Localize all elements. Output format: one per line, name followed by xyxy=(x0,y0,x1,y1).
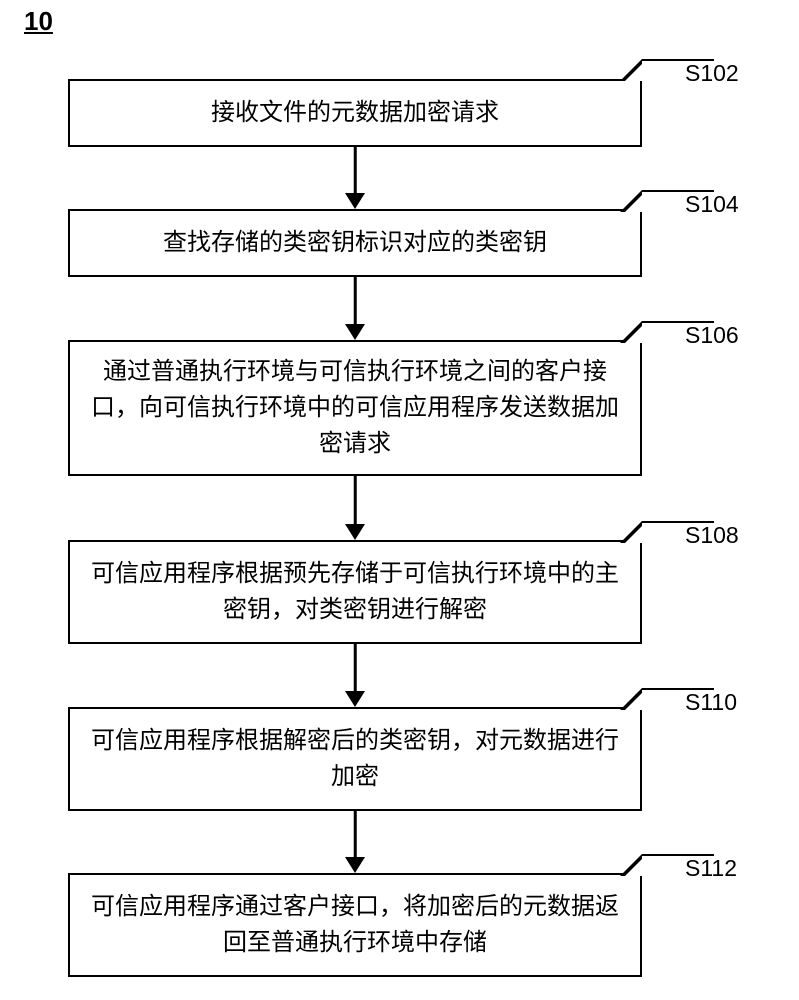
arrow-line-4 xyxy=(354,811,357,859)
arrow-line-0 xyxy=(354,147,357,195)
step-text: 可信应用程序通过客户接口，将加密后的元数据返回至普通执行环境中存储 xyxy=(82,889,628,961)
step-box-s102: 接收文件的元数据加密请求 xyxy=(68,79,642,147)
step-label-s104: S104 xyxy=(685,191,739,218)
step-text: 可信应用程序根据解密后的类密钥，对元数据进行加密 xyxy=(82,723,628,795)
step-box-s110: 可信应用程序根据解密后的类密钥，对元数据进行加密 xyxy=(68,707,642,811)
step-text: 通过普通执行环境与可信执行环境之间的客户接口，向可信执行环境中的可信应用程序发送… xyxy=(82,354,628,462)
step-box-s108: 可信应用程序根据预先存储于可信执行环境中的主密钥，对类密钥进行解密 xyxy=(68,540,642,644)
step-label-s112: S112 xyxy=(685,855,737,882)
arrow-line-2 xyxy=(354,476,357,526)
arrow-head-1 xyxy=(345,324,365,340)
step-box-s112: 可信应用程序通过客户接口，将加密后的元数据返回至普通执行环境中存储 xyxy=(68,873,642,977)
arrow-head-4 xyxy=(345,857,365,873)
step-label-s106: S106 xyxy=(685,322,739,349)
step-label-s102: S102 xyxy=(685,60,739,87)
step-text: 接收文件的元数据加密请求 xyxy=(211,95,499,131)
flowchart-canvas: 10 接收文件的元数据加密请求 S102 查找存储的类密钥标识对应的类密钥 S104 通… xyxy=(0,0,799,1000)
step-box-s104: 查找存储的类密钥标识对应的类密钥 xyxy=(68,209,642,277)
arrow-head-2 xyxy=(345,524,365,540)
figure-number-label: 10 xyxy=(24,6,53,37)
step-text: 查找存储的类密钥标识对应的类密钥 xyxy=(163,225,547,261)
arrow-line-1 xyxy=(354,277,357,326)
step-label-s110: S110 xyxy=(685,689,737,716)
arrow-head-3 xyxy=(345,691,365,707)
step-label-s108: S108 xyxy=(685,522,739,549)
step-text: 可信应用程序根据预先存储于可信执行环境中的主密钥，对类密钥进行解密 xyxy=(82,556,628,628)
arrow-head-0 xyxy=(345,193,365,209)
step-box-s106: 通过普通执行环境与可信执行环境之间的客户接口，向可信执行环境中的可信应用程序发送… xyxy=(68,340,642,476)
arrow-line-3 xyxy=(354,644,357,693)
